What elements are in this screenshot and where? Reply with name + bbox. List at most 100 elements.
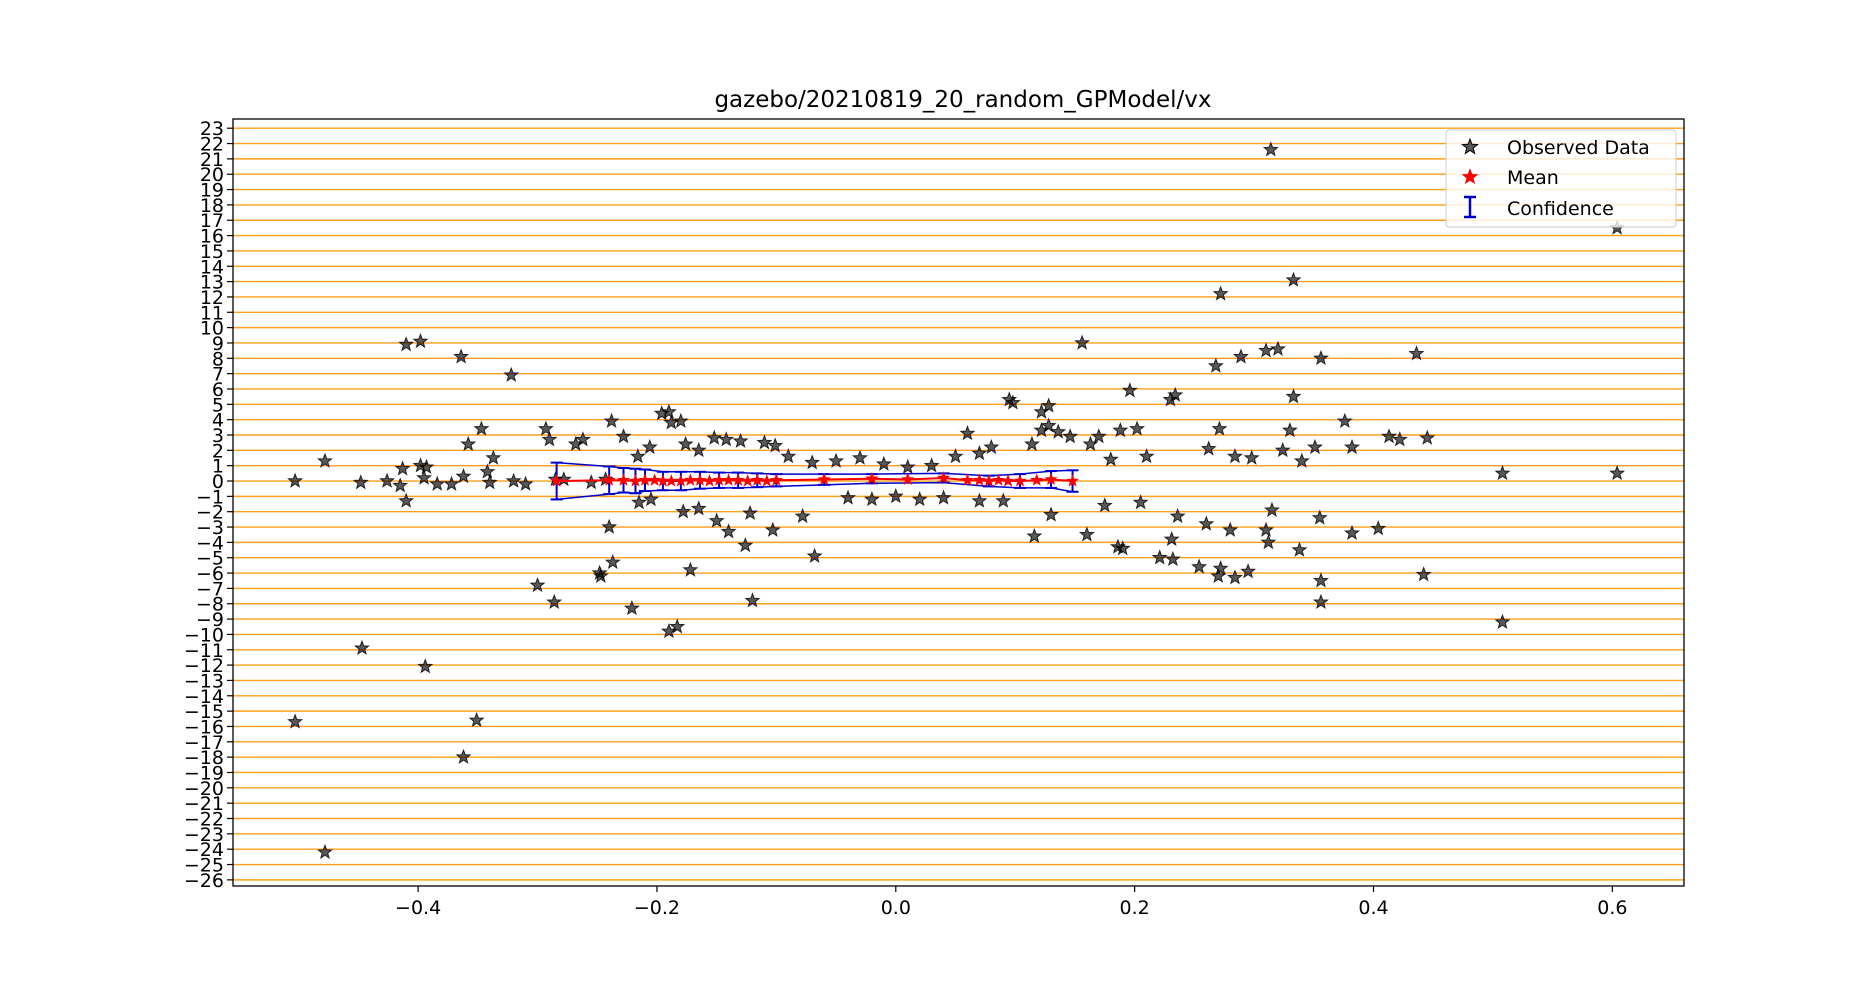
y-tick-label: −2 [196, 502, 224, 524]
observed-point [416, 469, 433, 485]
observed-point [412, 333, 429, 349]
observed-point [641, 438, 658, 455]
y-tick-label: −1 [196, 486, 224, 508]
plot-frame [232, 118, 1685, 887]
y-tick-label: −18 [184, 747, 224, 769]
observed-point [394, 460, 411, 476]
observed-point [1198, 515, 1215, 531]
observed-point [959, 425, 976, 441]
legend-errorbar-icon-confidence [1464, 195, 1476, 219]
mean-point [901, 472, 915, 486]
observed-point [1343, 438, 1361, 455]
observed-point [742, 504, 759, 521]
observed-point [287, 472, 304, 488]
observed-point [971, 492, 988, 508]
observed-point [1336, 412, 1353, 429]
legend-star-icon-observed [1461, 137, 1479, 155]
observed-point [677, 435, 694, 452]
legend: Observed Data Mean Confidence [1445, 129, 1677, 228]
mean-point [750, 473, 764, 486]
mean-point [648, 473, 662, 486]
y-tick-label: 14 [200, 256, 224, 278]
mean-point [972, 473, 986, 486]
y-tick-label: −8 [196, 594, 224, 616]
x-tick-label: 0.2 [1120, 897, 1150, 919]
y-tick-label: −25 [184, 855, 224, 877]
y-tick-label: 16 [200, 226, 224, 248]
observed-point [1312, 593, 1329, 610]
y-tick-label: −5 [196, 548, 224, 570]
mean-point [1030, 473, 1044, 486]
observed-point [473, 420, 490, 436]
observed-point [1269, 340, 1286, 356]
observed-point [517, 475, 534, 491]
legend-star-icon-mean [1461, 168, 1479, 185]
observed-point [1023, 435, 1040, 452]
observed-point [574, 431, 591, 447]
observed-point [353, 639, 370, 656]
observed-point [1078, 526, 1095, 542]
mean-point [731, 473, 745, 486]
observed-point [1243, 449, 1260, 465]
y-tick-label: 1 [212, 456, 224, 478]
y-tick-label: −11 [184, 640, 224, 662]
grid-lines [233, 127, 1684, 881]
observed-point [1240, 563, 1257, 579]
observed-point [1311, 509, 1328, 525]
x-tick-label: 0.0 [881, 897, 911, 919]
x-tick-label: −0.4 [395, 897, 441, 919]
observed-point [485, 449, 502, 465]
observed-point [1343, 524, 1361, 540]
y-tick-label: 12 [200, 287, 224, 309]
x-tick-label: 0.4 [1358, 897, 1388, 919]
observed-point [780, 448, 797, 464]
observed-point [1169, 507, 1186, 524]
mean-point [1066, 474, 1080, 487]
observed-point [971, 444, 988, 461]
observed-point [935, 489, 952, 505]
observed-point [642, 491, 659, 507]
y-tick-label: 6 [212, 379, 224, 401]
y-tick-label: 11 [200, 302, 224, 324]
observed-point [1306, 438, 1323, 455]
mean-point [1001, 474, 1015, 487]
observed-point [863, 491, 880, 507]
observed-point [1285, 388, 1302, 404]
observed-point [1226, 448, 1243, 464]
observed-point [453, 348, 470, 364]
observed-point [1074, 334, 1091, 350]
y-tick-label: −13 [184, 670, 224, 692]
observed-point [995, 492, 1012, 508]
observed-point [923, 457, 940, 473]
observed-point [983, 438, 1000, 455]
observed-point [672, 412, 689, 429]
y-tick-label: −21 [184, 793, 224, 815]
y-tick-label: −19 [184, 762, 224, 784]
y-tick-label: 18 [200, 195, 224, 217]
legend-entry-observed: Observed Data [1461, 137, 1650, 159]
observed-point [756, 434, 773, 450]
legend-star-observed [1461, 137, 1479, 155]
y-tick-label: 4 [212, 410, 224, 432]
observed-point [479, 463, 496, 479]
observed-point [546, 593, 563, 610]
observed-point [887, 487, 904, 504]
observed-point [287, 713, 304, 729]
observed-point [767, 437, 784, 453]
observed-point [1281, 421, 1298, 438]
y-tick-label: −22 [184, 809, 224, 831]
observed-point [764, 521, 781, 537]
observed-point [417, 658, 434, 674]
observed-point [1121, 382, 1138, 398]
mean-point [937, 471, 951, 484]
y-tick-label: 22 [200, 134, 224, 156]
y-tick-label: 15 [200, 241, 224, 263]
observed-point [1381, 428, 1398, 444]
observed-point [1191, 558, 1208, 574]
y-tick-label: −20 [184, 778, 224, 800]
observed-point [1293, 452, 1310, 468]
legend-label-observed: Observed Data [1507, 137, 1650, 159]
observed-point [1040, 417, 1057, 433]
observed-point [1132, 494, 1149, 510]
y-tick-label: 0 [212, 471, 224, 493]
